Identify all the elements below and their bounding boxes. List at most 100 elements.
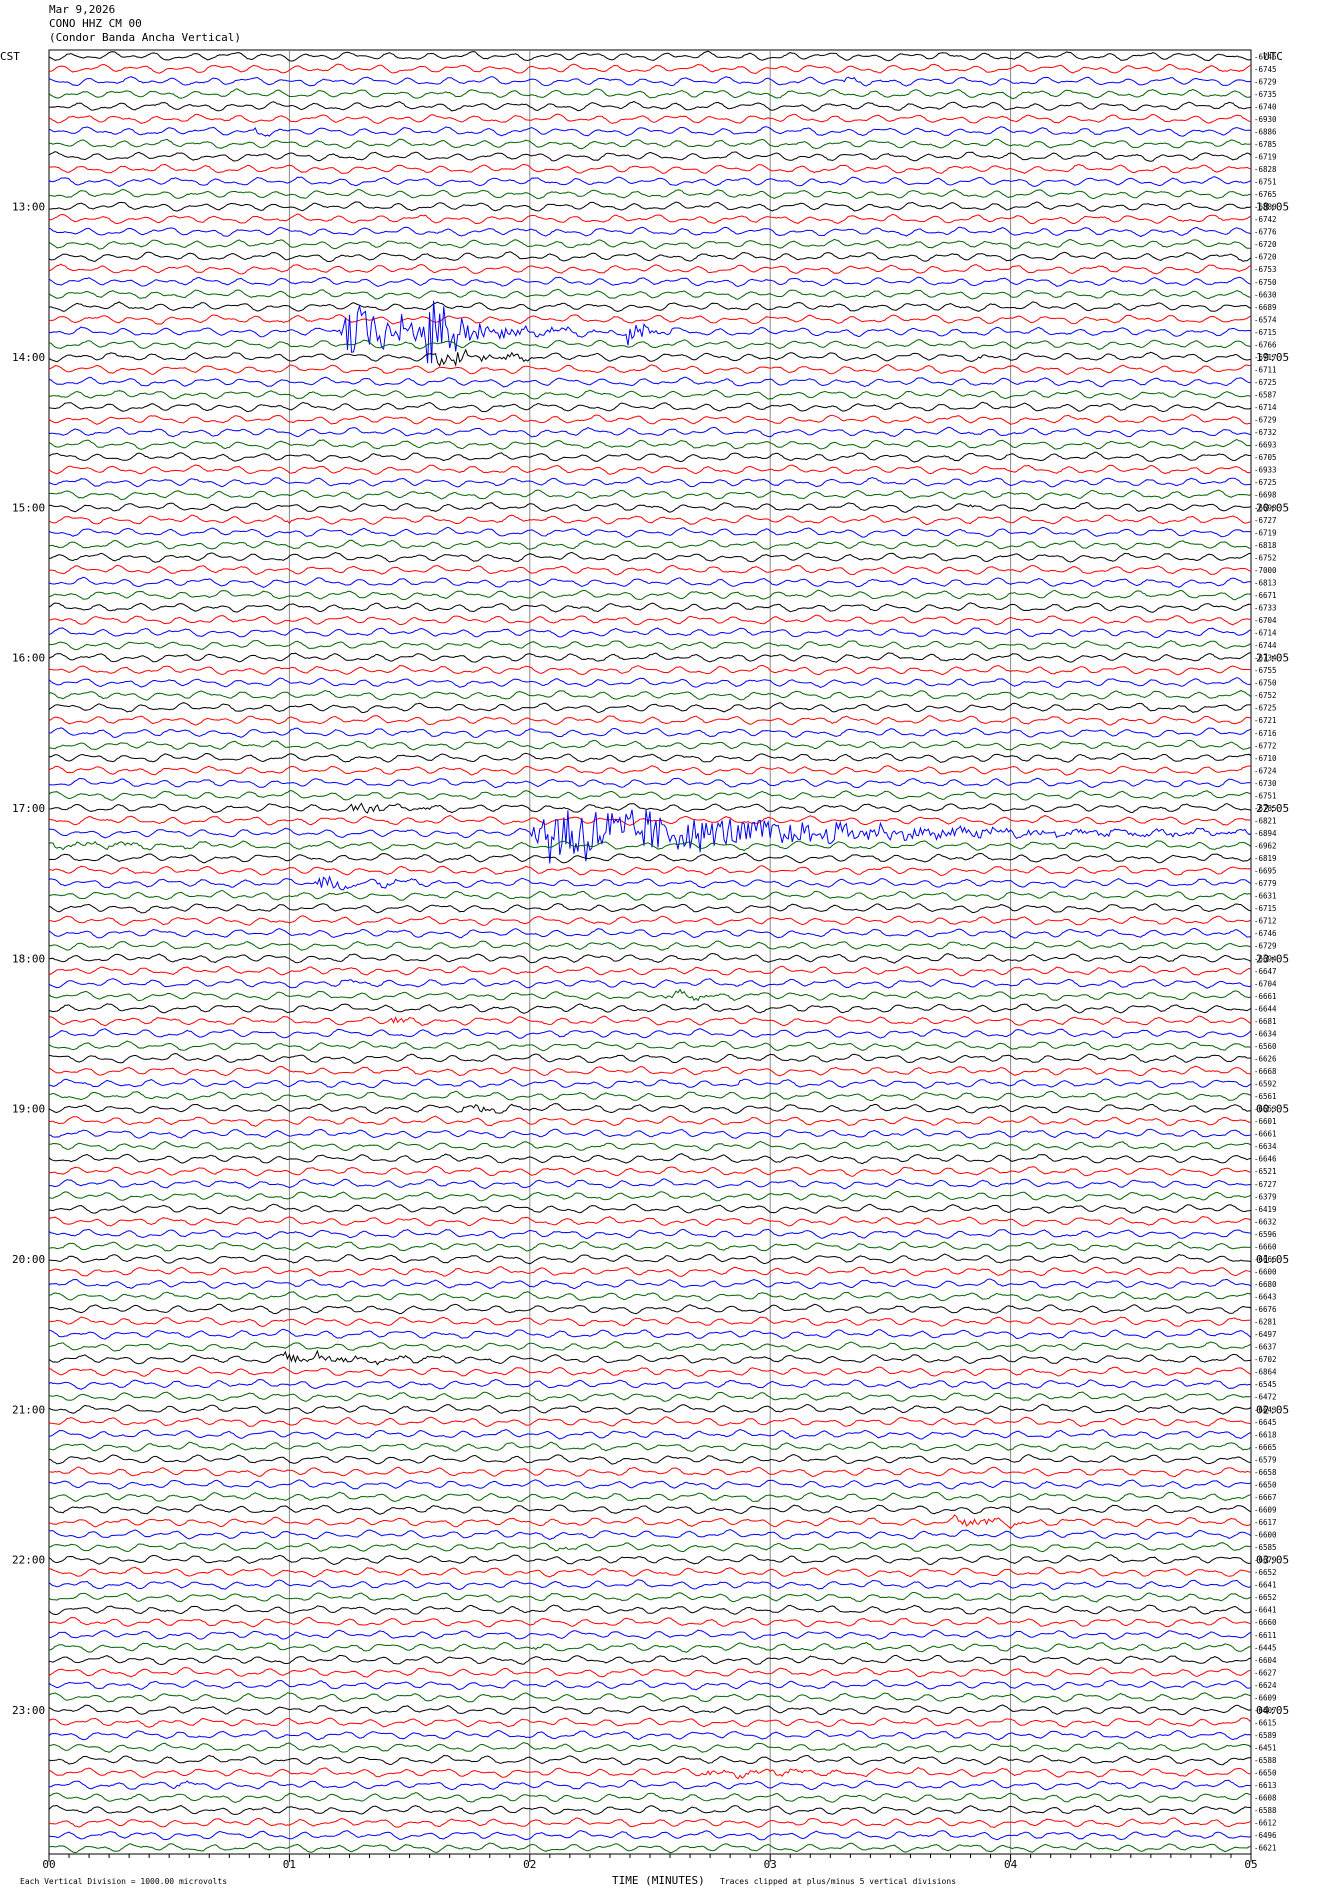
trace-value-label: -6729: [1254, 942, 1277, 951]
trace-value-label: -6886: [1254, 127, 1277, 136]
trace-value-label: -6698: [1254, 491, 1277, 500]
trace-value-label: -6930: [1254, 115, 1277, 124]
trace-56: [48, 752, 1252, 763]
trace-value-label: -6717: [1254, 353, 1277, 362]
trace-75: [48, 988, 1252, 1002]
trace-value-label: -6497: [1254, 1330, 1277, 1339]
trace-89: [48, 1165, 1252, 1177]
trace-65: [48, 865, 1252, 876]
trace-value-label: -6641: [1254, 1581, 1277, 1590]
trace-value-label: -6646: [1254, 1155, 1277, 1164]
trace-value-label: -6711: [1254, 366, 1277, 375]
trace-97: [48, 1266, 1252, 1277]
trace-106: [48, 1378, 1252, 1390]
trace-126: [48, 1629, 1252, 1640]
trace-value-label: -6752: [1254, 553, 1277, 562]
trace-value-label: -6752: [1254, 691, 1277, 700]
left-hour-label: 13:00: [12, 201, 45, 214]
trace-value-label: -6710: [1254, 754, 1277, 763]
trace-87: [48, 1140, 1252, 1152]
trace-value-label: -6643: [1254, 1293, 1277, 1302]
trace-38: [48, 526, 1252, 538]
trace-125: [48, 1616, 1252, 1628]
trace-40: [48, 551, 1252, 563]
trace-55: [48, 739, 1252, 751]
trace-value-label: -6729: [1254, 416, 1277, 425]
trace-27: [48, 389, 1252, 400]
trace-49: [48, 664, 1251, 676]
right-hour-label: 20:05: [1256, 501, 1289, 514]
trace-47: [48, 639, 1252, 651]
trace-79: [48, 1040, 1252, 1052]
trace-value-label: -6472: [1254, 1393, 1277, 1402]
trace-value-label: -6617: [1254, 1518, 1277, 1527]
trace-value-label: -6698: [1254, 503, 1277, 512]
left-hour-label: 17:00: [12, 802, 45, 815]
trace-115: [48, 1491, 1252, 1503]
trace-value-label: -6727: [1254, 1180, 1277, 1189]
trace-91: [48, 1191, 1252, 1202]
trace-value-label: -6730: [1254, 779, 1277, 788]
trace-value-label: -6561: [1254, 1092, 1277, 1101]
trace-value-label: -6750: [1254, 278, 1277, 287]
trace-value-label: -6281: [1254, 1318, 1277, 1327]
trace-2: [48, 75, 1252, 87]
right-timezone-label: UTC: [1263, 50, 1283, 63]
trace-value-label: -6962: [1254, 842, 1277, 851]
trace-21: [48, 314, 1252, 325]
trace-142: [48, 1830, 1252, 1841]
trace-43: [48, 589, 1252, 601]
trace-value-label: -6704: [1254, 979, 1277, 988]
trace-value-label: -6666: [1254, 1255, 1277, 1264]
trace-9: [48, 163, 1252, 174]
trace-value-label: -6621: [1254, 1844, 1277, 1853]
trace-value-label: -6719: [1254, 153, 1277, 162]
scale-note: Each Vertical Division = 1000.00 microvo…: [20, 1877, 227, 1886]
x-axis-title: TIME (MINUTES): [612, 1874, 705, 1887]
right-hour-label: 22:05: [1256, 802, 1289, 815]
trace-value-label: -6641: [1254, 1606, 1277, 1615]
trace-112: [48, 1454, 1252, 1465]
trace-95: [48, 1241, 1252, 1252]
trace-value-label: -6521: [1254, 1167, 1277, 1176]
trace-44: [48, 602, 1252, 613]
trace-135: [48, 1741, 1252, 1753]
trace-value-label: -6650: [1254, 1480, 1277, 1489]
trace-value-label: -6821: [1254, 817, 1277, 826]
trace-8: [48, 151, 1252, 162]
trace-value-label: -6725: [1254, 478, 1277, 487]
trace-value-label: -6596: [1254, 1230, 1277, 1239]
trace-value-label: -6637: [1254, 1343, 1277, 1352]
trace-15: [48, 238, 1251, 250]
trace-64: [48, 852, 1252, 864]
trace-value-label: -6545: [1254, 1380, 1277, 1389]
trace-value-label: -6553: [1254, 1105, 1277, 1114]
trace-value-label: -6668: [1254, 1067, 1277, 1076]
trace-value-label: -6680: [1254, 1280, 1277, 1289]
trace-value-label: -6661: [1254, 992, 1277, 1001]
trace-119: [48, 1541, 1252, 1553]
trace-80: [48, 1052, 1252, 1064]
trace-value-label: -6714: [1254, 629, 1277, 638]
trace-7: [48, 138, 1252, 150]
trace-73: [48, 965, 1252, 977]
trace-67: [48, 889, 1252, 901]
left-hour-label: 19:00: [12, 1103, 45, 1116]
trace-68: [48, 902, 1252, 914]
trace-value-label: -6744: [1254, 641, 1277, 650]
trace-value-label: -6751: [1254, 178, 1277, 187]
trace-value-label: -6933: [1254, 466, 1277, 475]
trace-105: [48, 1366, 1252, 1377]
trace-value-label: -6496: [1254, 1831, 1277, 1840]
trace-129: [48, 1667, 1252, 1678]
trace-value-label: -6612: [1254, 1819, 1277, 1828]
trace-81: [48, 1065, 1252, 1077]
trace-46: [48, 627, 1252, 639]
trace-11: [48, 188, 1252, 200]
trace-42: [48, 576, 1251, 588]
left-hour-label: 22:00: [12, 1554, 45, 1567]
trace-31: [48, 438, 1252, 450]
trace-50: [48, 677, 1252, 688]
trace-0: [48, 50, 1252, 62]
trace-value-label: -6813: [1254, 578, 1277, 587]
